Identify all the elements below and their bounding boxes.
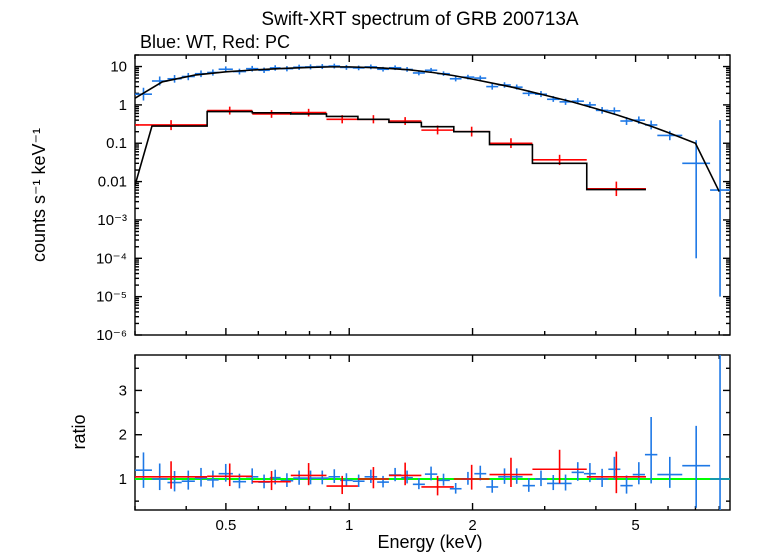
svg-text:10: 10	[110, 59, 127, 76]
svg-text:5: 5	[631, 517, 639, 534]
svg-text:0.5: 0.5	[215, 517, 236, 534]
svg-text:1: 1	[345, 517, 353, 534]
y-axis-label-bottom: ratio	[69, 414, 89, 449]
svg-text:0.01: 0.01	[98, 174, 127, 191]
chart-title: Swift-XRT spectrum of GRB 200713A	[261, 9, 578, 30]
svg-text:10⁻⁶: 10⁻⁶	[96, 327, 127, 344]
svg-text:2: 2	[119, 427, 127, 444]
chart-subtitle: Blue: WT, Red: PC	[140, 32, 290, 52]
svg-text:1: 1	[119, 97, 127, 114]
y-axis-label-top: counts s⁻¹ keV⁻¹	[29, 128, 49, 262]
svg-text:10⁻⁵: 10⁻⁵	[96, 289, 127, 306]
svg-text:10⁻⁴: 10⁻⁴	[96, 250, 127, 267]
svg-text:3: 3	[119, 382, 127, 399]
spectrum-plot: 0.512510⁻⁶10⁻⁵10⁻⁴10⁻³0.010.1110123Swift…	[0, 0, 758, 556]
svg-text:1: 1	[119, 471, 127, 488]
x-axis-label: Energy (keV)	[377, 532, 482, 552]
svg-text:0.1: 0.1	[106, 135, 127, 152]
svg-text:10⁻³: 10⁻³	[97, 212, 127, 229]
